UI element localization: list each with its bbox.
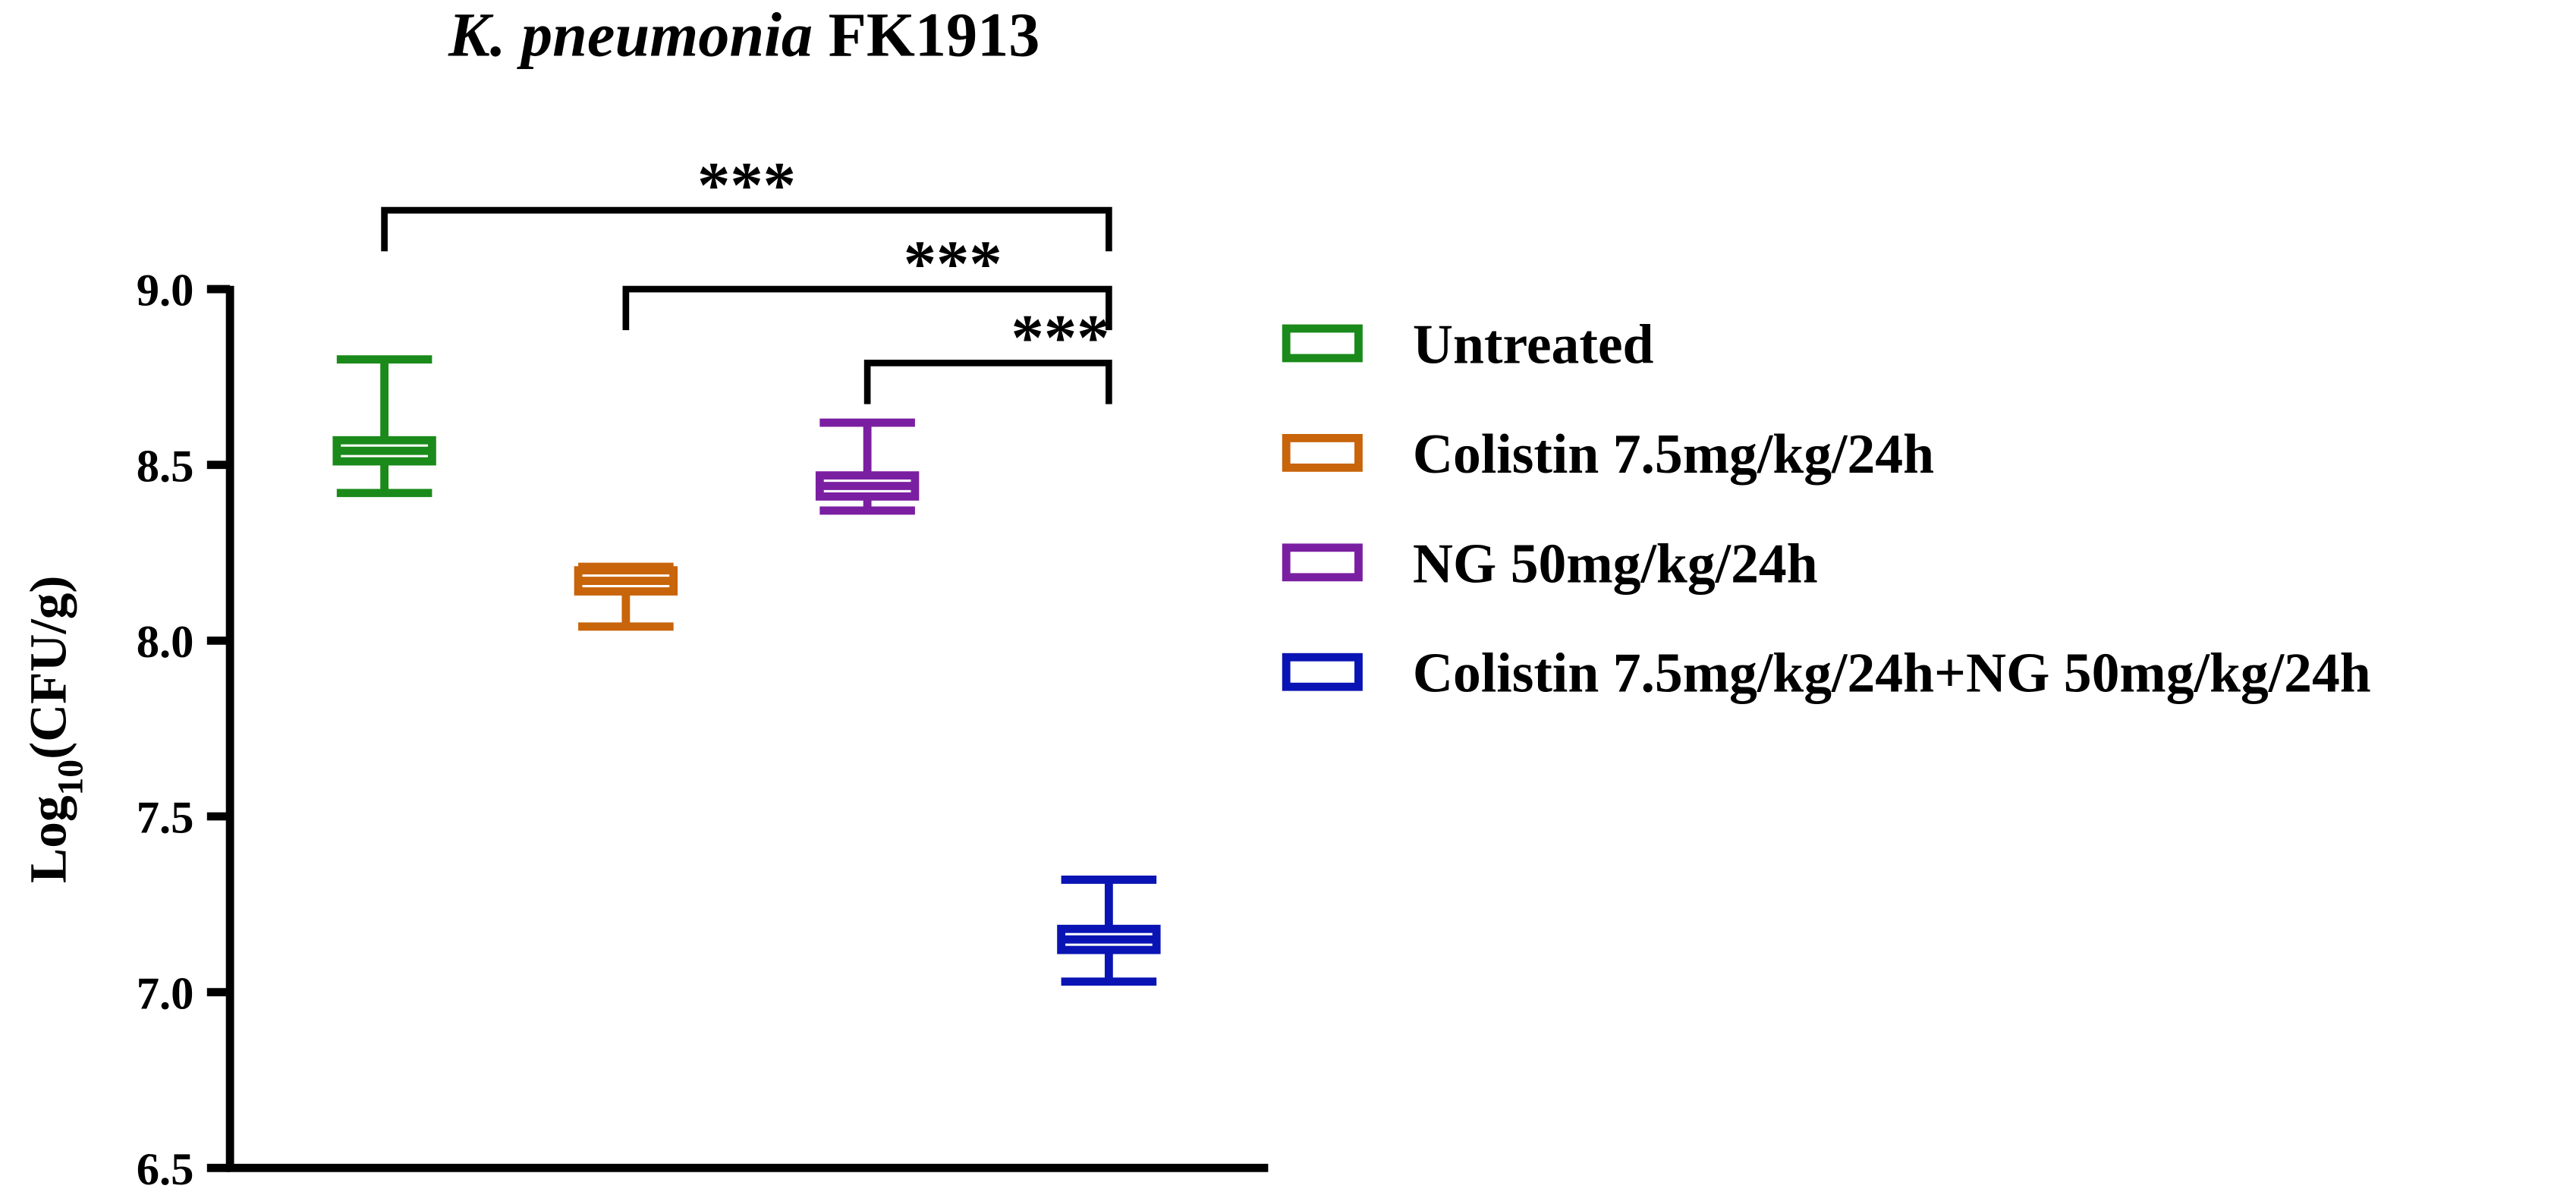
- y-label-part: Log: [19, 796, 77, 883]
- legend-swatch: [1282, 324, 1363, 363]
- y-axis-label: Log10(CFU/g): [19, 576, 91, 883]
- legend-swatch: [1282, 653, 1363, 691]
- legend-label: Untreated: [1413, 313, 1654, 375]
- legend-label: NG 50mg/kg/24h: [1413, 532, 1818, 594]
- y-tick-label: 7.0: [137, 968, 194, 1019]
- y-tick-label: 9.0: [137, 266, 194, 316]
- plot-root: K. pneumonia FK1913 Log10(CFU/g) 6.5 7.0 7…: [19, 1, 2371, 1195]
- significance-bracket: [863, 360, 1112, 404]
- y-tick-label: 8.5: [137, 441, 194, 492]
- significance-label: ***: [1011, 301, 1110, 374]
- legend-label: Colistin 7.5mg/kg/24h: [1413, 423, 1934, 485]
- significance-label: ***: [904, 228, 1002, 300]
- y-tick-label: 6.5: [137, 1144, 194, 1195]
- y-tick-label: 7.5: [137, 793, 194, 844]
- legend-label: Colistin 7.5mg/kg/24h+NG 50mg/kg/24h: [1413, 642, 2371, 704]
- title-italic: K. pneumonia: [448, 1, 813, 70]
- chart-title: K. pneumonia FK1913: [448, 1, 1040, 70]
- y-tick-label: 8.0: [137, 617, 194, 668]
- legend-swatch: [1282, 433, 1363, 472]
- y-label-sub: 10: [51, 759, 90, 796]
- significance-bracket: [381, 206, 1112, 252]
- significance-label: ***: [697, 149, 796, 222]
- significance-bracket: [622, 285, 1112, 331]
- legend-swatch: [1282, 543, 1363, 582]
- y-label-part: (CFU/g): [19, 576, 77, 759]
- title-text: FK1913: [829, 1, 1040, 70]
